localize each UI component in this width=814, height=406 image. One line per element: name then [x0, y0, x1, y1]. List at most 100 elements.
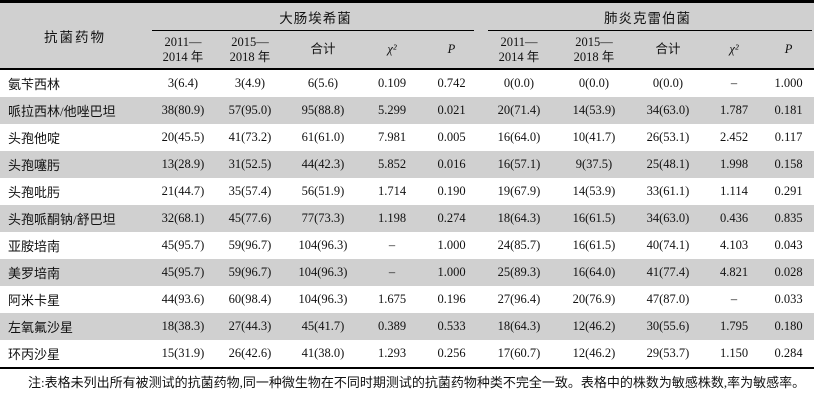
value-cell: 0.190 — [437, 184, 466, 198]
value-cell: 1.795 — [705, 313, 763, 340]
drug-name-cell: 氨苄西林 — [8, 77, 61, 92]
value-cell: 38(80.9) — [150, 97, 216, 124]
period-line1: 2011— — [500, 34, 538, 49]
value-cell: 1.000 — [437, 238, 466, 252]
group-header-row: 抗菌药物 大肠埃希菌 肺炎克雷伯菌 — [0, 1, 814, 70]
value-cell: 3(4.9) — [234, 76, 266, 90]
value-cell: 25(89.3) — [481, 259, 557, 286]
ecoli-period1-header: 2011— 2014 年 — [150, 31, 216, 70]
value-cell: 59(96.7) — [228, 238, 272, 252]
value-cell: 44(42.3) — [284, 151, 362, 178]
value-cell: 16(61.5) — [572, 238, 616, 252]
value-cell: 25(48.1) — [631, 151, 705, 178]
value-cell: 32(68.1) — [150, 205, 216, 232]
value-cell: 34(63.0) — [631, 205, 705, 232]
value-cell: 1.000 — [774, 76, 803, 90]
value-cell: 1.787 — [705, 97, 763, 124]
value-cell: 10(41.7) — [572, 130, 616, 144]
value-cell: 104(96.3) — [298, 292, 348, 306]
table-row: 头孢哌酮钠/舒巴坦 32(68.1) 45(77.6) 77(73.3) 1.198 0.… — [0, 205, 814, 232]
drug-name-cell: 环丙沙星 — [0, 340, 150, 369]
drug-name-cell: 头孢吡肟 — [8, 185, 61, 200]
period-line1: 2015— — [231, 34, 269, 49]
group-header-kpneumoniae: 肺炎克雷伯菌 — [481, 1, 814, 31]
value-cell: 45(95.7) — [161, 238, 205, 252]
value-cell: 45(77.6) — [216, 205, 284, 232]
drug-name-cell: 头孢噻肟 — [0, 151, 150, 178]
value-cell: 0.533 — [422, 313, 481, 340]
period-line2: 2014 年 — [162, 49, 204, 64]
value-cell: 0(0.0) — [503, 76, 535, 90]
table-row: 亚胺培南 45(95.7) 59(96.7) 104(96.3) – 1.000 24(85… — [0, 232, 814, 259]
value-cell: 45(95.7) — [150, 259, 216, 286]
ecoli-period2-header: 2015— 2018 年 — [216, 31, 284, 70]
value-cell: 0.742 — [437, 76, 466, 90]
value-cell: 18(38.3) — [150, 313, 216, 340]
value-cell: 0.016 — [422, 151, 481, 178]
value-cell: 0.043 — [774, 238, 803, 252]
value-cell: 0.835 — [763, 205, 814, 232]
drug-name-cell: 头孢他啶 — [8, 131, 61, 146]
value-cell: 0.196 — [437, 292, 466, 306]
kp-p-value-header: P — [763, 31, 814, 70]
value-cell: 1.150 — [705, 340, 763, 369]
value-cell: 1.675 — [377, 292, 407, 306]
kp-chi-square-header: χ² — [705, 31, 763, 70]
value-cell: 1.000 — [422, 259, 481, 286]
value-cell: 1.114 — [720, 184, 748, 198]
table-row: 环丙沙星 15(31.9) 26(42.6) 41(38.0) 1.293 0.256 17… — [0, 340, 814, 369]
drug-name-cell: 左氧氟沙星 — [0, 313, 150, 340]
value-cell: 18(64.3) — [481, 313, 557, 340]
value-cell: 0.181 — [763, 97, 814, 124]
period-line1: 2015— — [575, 34, 613, 49]
value-cell: 45(41.7) — [284, 313, 362, 340]
value-cell: – — [730, 292, 738, 306]
value-cell: – — [388, 238, 396, 252]
kp-total-header: 合计 — [631, 31, 705, 70]
table-row: 头孢他啶 20(45.5) 41(73.2) 61(61.0) 7.981 0.005 16… — [0, 124, 814, 151]
kp-period2-header: 2015— 2018 年 — [557, 31, 631, 70]
table-row: 美罗培南 45(95.7) 59(96.7) 104(96.3) –1.000 25(89… — [0, 259, 814, 286]
table-row: 氨苄西林 3(6.4) 3(4.9) 6(5.6) 0.109 0.742 0(0.0) 0(… — [0, 69, 814, 97]
value-cell: 12(46.2) — [557, 313, 631, 340]
value-cell: 0.109 — [377, 76, 407, 90]
value-cell: 0.158 — [763, 151, 814, 178]
value-cell: 0.436 — [705, 205, 763, 232]
table-row: 左氧氟沙星 18(38.3) 27(44.3) 45(41.7) 0.389 0.533 1… — [0, 313, 814, 340]
ecoli-p-value-header: P — [422, 31, 481, 70]
value-cell: 35(57.4) — [228, 184, 272, 198]
kp-period1-header: 2011— 2014 年 — [481, 31, 557, 70]
value-cell: 15(31.9) — [150, 340, 216, 369]
value-cell: 61(61.0) — [301, 130, 345, 144]
value-cell: 30(55.6) — [631, 313, 705, 340]
value-cell: – — [730, 76, 738, 90]
value-cell: 0.274 — [422, 205, 481, 232]
value-cell: 56(51.9) — [301, 184, 345, 198]
value-cell: 41(38.0) — [284, 340, 362, 369]
value-cell: 0.389 — [362, 313, 422, 340]
table-row: 头孢噻肟 13(28.9) 31(52.5) 44(42.3) 5.852 0.016 16… — [0, 151, 814, 178]
value-cell: 0.033 — [774, 292, 803, 306]
drug-name-cell: 哌拉西林/他唑巴坦 — [0, 97, 150, 124]
value-cell: – — [362, 259, 422, 286]
value-cell: 59(96.7) — [216, 259, 284, 286]
value-cell: 26(53.1) — [646, 130, 690, 144]
value-cell: 0.021 — [422, 97, 481, 124]
ecoli-chi-square-header: χ² — [362, 31, 422, 70]
ecoli-total-header: 合计 — [284, 31, 362, 70]
value-cell: 12(46.2) — [557, 340, 631, 369]
value-cell: 4.821 — [705, 259, 763, 286]
value-cell: 0.117 — [774, 130, 803, 144]
period-line2: 2018 年 — [573, 49, 615, 64]
value-cell: 40(74.1) — [646, 238, 690, 252]
value-cell: 60(98.4) — [228, 292, 272, 306]
value-cell: 16(57.1) — [481, 151, 557, 178]
value-cell: 0.291 — [774, 184, 803, 198]
value-cell: 9(37.5) — [557, 151, 631, 178]
value-cell: 0.180 — [763, 313, 814, 340]
value-cell: 17(60.7) — [481, 340, 557, 369]
value-cell: 0(0.0) — [652, 76, 684, 90]
table-row: 头孢吡肟 21(44.7) 35(57.4) 56(51.9) 1.714 0.190 19… — [0, 178, 814, 205]
value-cell: 0.028 — [763, 259, 814, 286]
value-cell: 104(96.3) — [298, 238, 348, 252]
